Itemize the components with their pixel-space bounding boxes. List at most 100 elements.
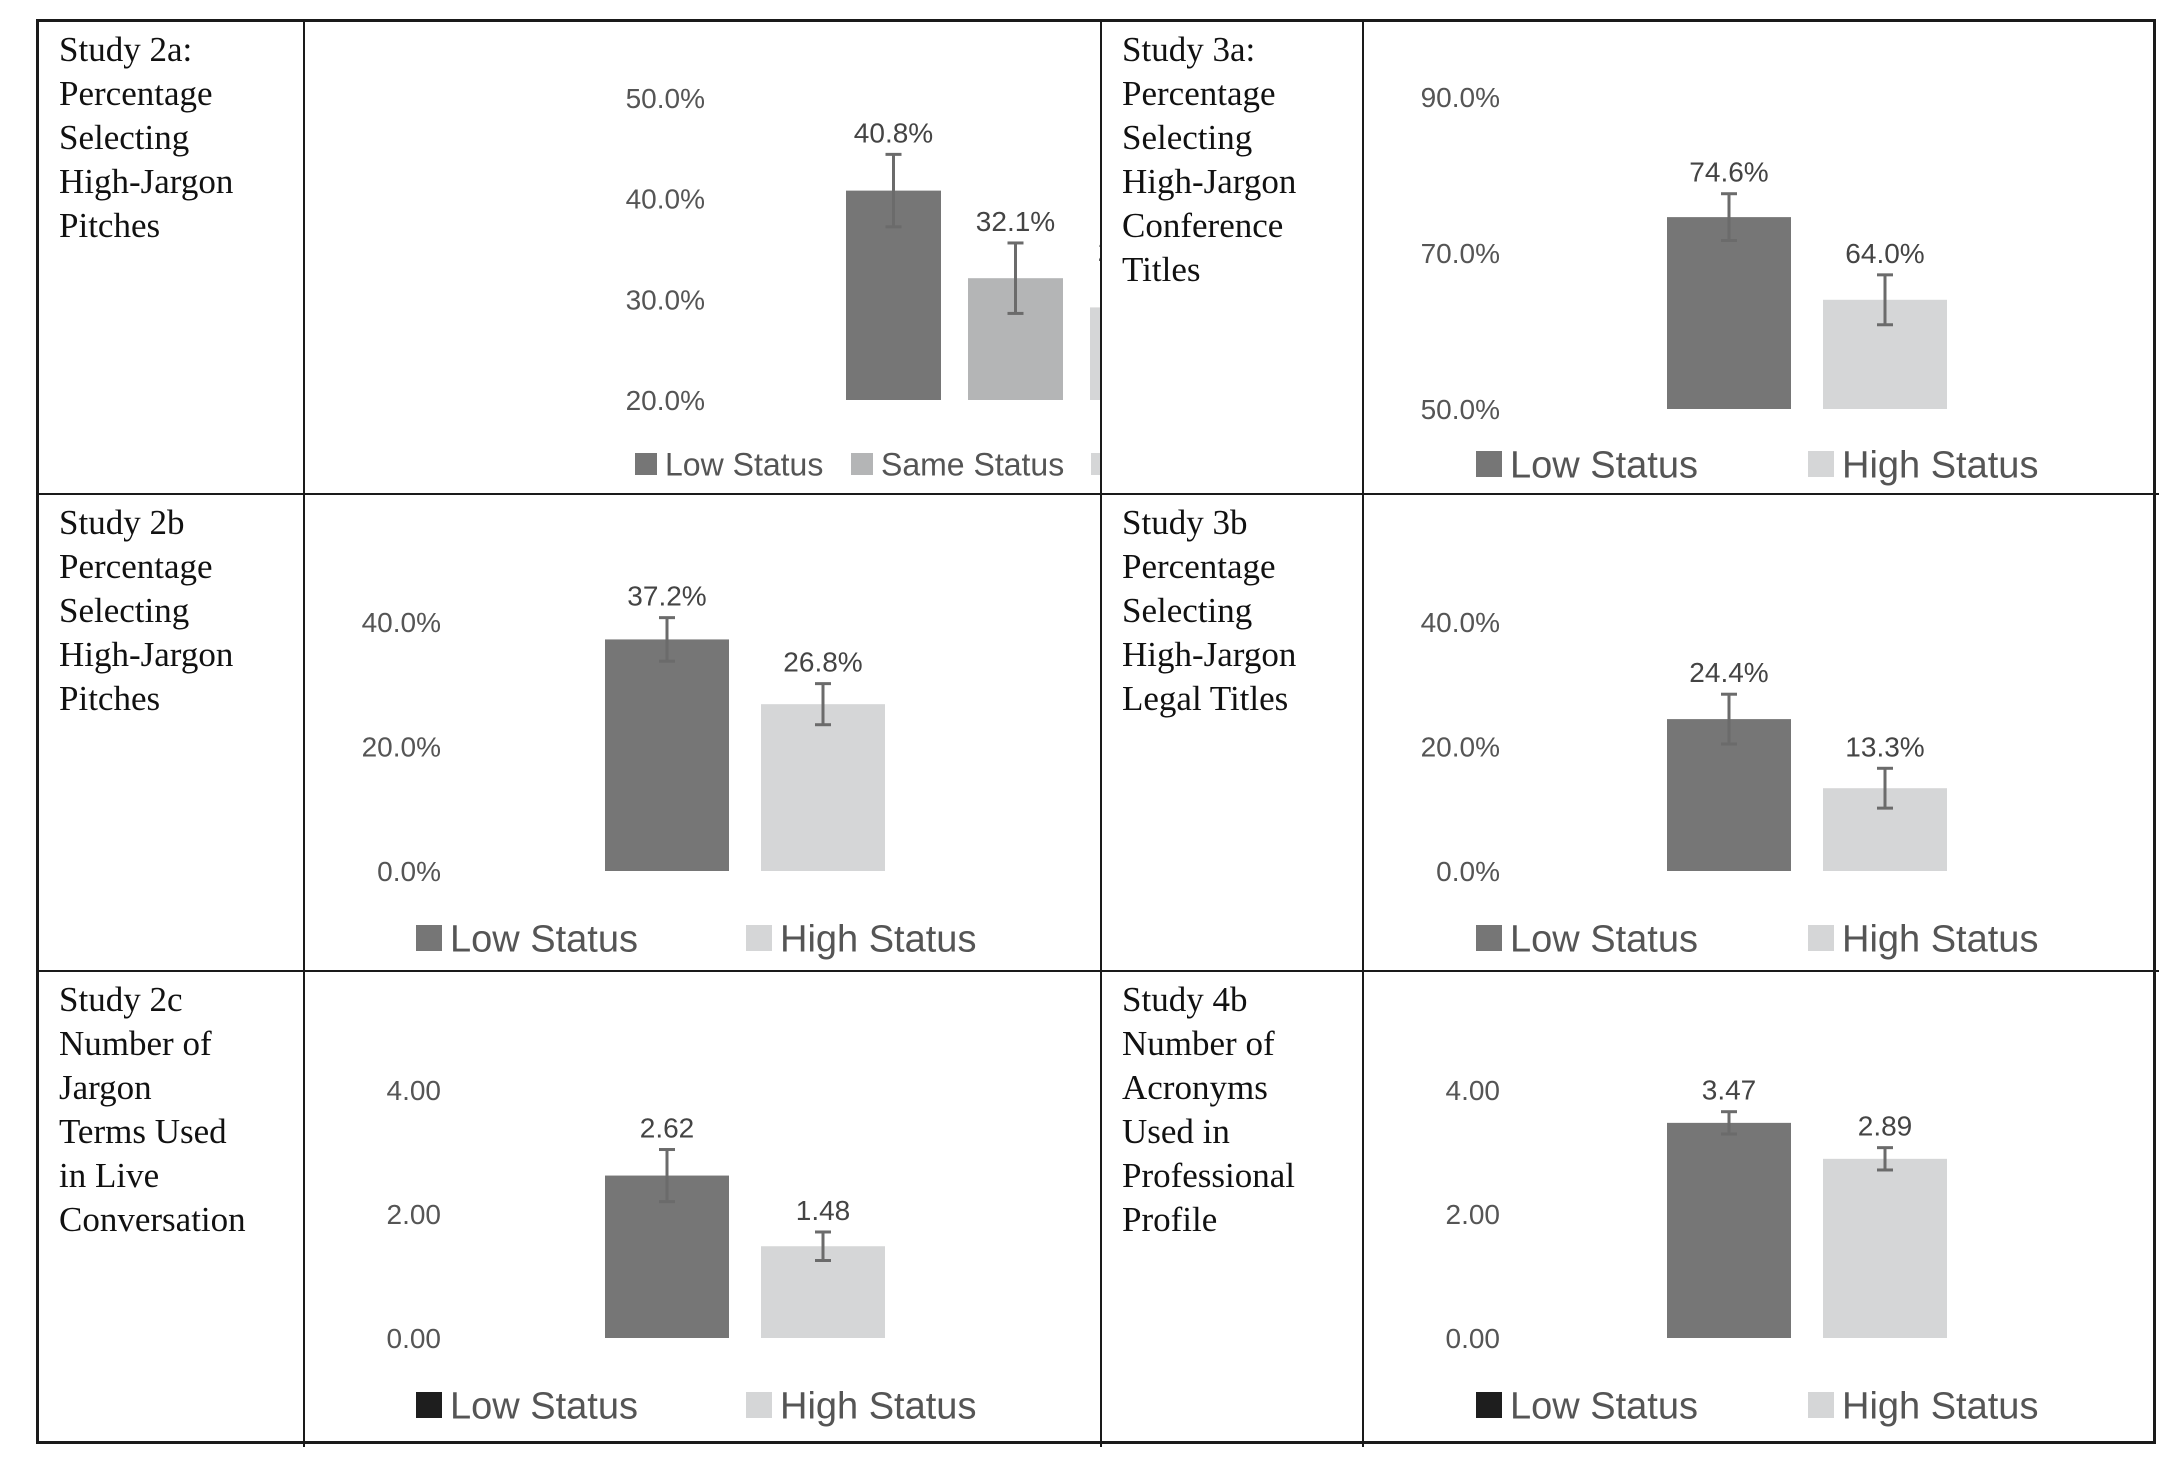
legend-label-high-status: High Status — [780, 919, 976, 961]
panel-label-line: Terms Used — [59, 1112, 227, 1151]
panel-label-line: Jargon — [59, 1068, 152, 1107]
legend-swatch-high-status — [1808, 1392, 1834, 1418]
legend-label-low-status: Low Status — [450, 1386, 638, 1428]
panel-label-line: Percentage — [1122, 547, 1276, 586]
panel-label-study-2a: Study 2a: Percentage Selecting High-Jargon P… — [39, 22, 305, 495]
value-label-high-status: 64.0% — [1845, 238, 1924, 269]
error-bar-low-status — [1721, 692, 1737, 746]
bar-low-status — [1667, 217, 1791, 409]
legend-swatch-low-status — [416, 925, 442, 951]
panel-label-line: Conversation — [59, 1200, 246, 1239]
panel-label-line: Titles — [1122, 250, 1201, 289]
panel-label-line: Profile — [1122, 1200, 1218, 1239]
legend-swatch-high-status — [1091, 453, 1100, 475]
panel-label-line: Professional — [1122, 1156, 1296, 1195]
panel-label-line: High-Jargon — [1122, 162, 1297, 201]
value-label-low-status: 37.2% — [627, 581, 706, 612]
y-tick-label: 70.0% — [1421, 238, 1500, 269]
panel-label-line: High-Jargon — [59, 162, 234, 201]
legend-swatch-high-status — [1808, 925, 1834, 951]
y-tick-label: 90.0% — [1421, 82, 1500, 113]
panel-label-line: Used in — [1122, 1112, 1230, 1151]
y-tick-label: 50.0% — [1421, 394, 1500, 425]
panel-label-line: Percentage — [1122, 74, 1276, 113]
error-bar-low-status — [659, 616, 675, 663]
error-bar-high-status — [1877, 766, 1893, 810]
y-tick-label: 20.0% — [626, 385, 705, 416]
panel-label-line: Selecting — [59, 118, 190, 157]
y-tick-label: 40.0% — [1421, 607, 1500, 638]
value-label-low-status: 74.6% — [1689, 157, 1768, 188]
panel-label-line: Study 3a: — [1122, 30, 1256, 69]
bar-high-status — [1090, 307, 1100, 400]
error-bar-low-status — [659, 1148, 675, 1204]
value-label-low-status: 3.47 — [1702, 1075, 1757, 1106]
y-tick-label: 0.0% — [377, 856, 441, 887]
y-tick-label: 4.00 — [387, 1075, 442, 1106]
y-tick-label: 0.0% — [1436, 856, 1500, 887]
panel-label-study-4b: Study 4b Number of Acronyms Used in Professi… — [1102, 972, 1364, 1447]
legend-label-low-status: Low Status — [665, 447, 823, 483]
value-label-low-status: 40.8% — [854, 117, 933, 148]
legend-swatch-high-status — [1808, 451, 1834, 477]
legend-swatch-high-status — [746, 1392, 772, 1418]
panel-label-line: Study 4b — [1122, 980, 1248, 1019]
value-label-high-status: 26.8% — [783, 647, 862, 678]
bar-high-status — [1823, 1158, 1947, 1338]
error-bar-high-status — [815, 1230, 831, 1262]
chart-study-2a: 20.0% 30.0% 40.0% 50.0% 40.8% 32.1% 29.2% Low S… — [305, 22, 1102, 495]
y-tick-label: 0.00 — [387, 1323, 442, 1354]
panel-label-line: Study 2c — [59, 980, 183, 1019]
value-label-high-status: 29.2% — [1098, 236, 1100, 267]
legend-swatch-low-status — [1476, 451, 1502, 477]
panel-label-line: High-Jargon — [59, 635, 234, 674]
panel-label-study-2c: Study 2c Number of Jargon Terms Used in Live… — [39, 972, 305, 1447]
bar-low-status — [1667, 1122, 1791, 1338]
chart-svg: 0.00 2.00 4.00 3.47 2.89 Low Status High Statu… — [1446, 1075, 2039, 1428]
legend-label-low-status: Low Status — [1510, 445, 1698, 487]
panel-label-line: Selecting — [1122, 118, 1253, 157]
legend-swatch-high-status — [746, 925, 772, 951]
y-tick-label: 2.00 — [1446, 1199, 1501, 1230]
y-tick-label: 20.0% — [1421, 732, 1500, 763]
bar-high-status — [761, 704, 885, 871]
panel-label-line: Study 3b — [1122, 503, 1248, 542]
y-tick-label: 20.0% — [362, 732, 441, 763]
error-bar-low-status — [1721, 1110, 1737, 1136]
error-bar-low-status — [1721, 192, 1737, 243]
y-tick-label: 50.0% — [626, 83, 705, 114]
panel-label-line: Number of — [59, 1024, 212, 1063]
legend-label-high-status: High Status — [780, 1386, 976, 1428]
chart-study-2b: 0.0% 20.0% 40.0% 37.2% 26.8% Low Status High S… — [305, 495, 1102, 972]
bar-low-status — [605, 639, 729, 871]
chart-svg: 20.0% 30.0% 40.0% 50.0% 40.8% 32.1% 29.2% Low S… — [626, 83, 1100, 483]
panel-label-line: Selecting — [59, 591, 190, 630]
legend-label-low-status: Low Status — [1510, 1386, 1698, 1428]
panel-label-line: High-Jargon — [1122, 635, 1297, 674]
panel-label-line: Number of — [1122, 1024, 1275, 1063]
value-label-low-status: 2.62 — [640, 1113, 695, 1144]
panel-label-line: Selecting — [1122, 591, 1253, 630]
y-tick-label: 0.00 — [1446, 1323, 1501, 1354]
legend-label-high-status: High Status — [1842, 1386, 2038, 1428]
legend-swatch-low-status — [1476, 1392, 1502, 1418]
error-bar-high-status — [1877, 1146, 1893, 1172]
panel-label-line: Percentage — [59, 74, 213, 113]
panel-label-study-3b: Study 3b Percentage Selecting High-Jargon Le… — [1102, 495, 1364, 972]
y-tick-label: 40.0% — [362, 607, 441, 638]
y-tick-label: 2.00 — [387, 1199, 442, 1230]
legend-label-same-status: Same Status — [881, 447, 1064, 483]
panel-label-line: Conference — [1122, 206, 1284, 245]
panel-label-line: Study 2a: — [59, 30, 193, 69]
legend-swatch-low-status — [635, 453, 657, 475]
error-bar-high-status — [1877, 273, 1893, 327]
value-label-same-status: 32.1% — [976, 206, 1055, 237]
chart-study-2c: 0.00 2.00 4.00 2.62 1.48 Low Status High Statu… — [305, 972, 1102, 1447]
error-bar-low-status — [885, 152, 902, 229]
panel-label-study-3a: Study 3a: Percentage Selecting High-Jargon C… — [1102, 22, 1364, 495]
error-bar-high-status — [815, 682, 831, 727]
legend-swatch-low-status — [1476, 925, 1502, 951]
panel-label-line: in Live — [59, 1156, 160, 1195]
legend-label-low-status: Low Status — [1510, 919, 1698, 961]
y-tick-label: 40.0% — [626, 184, 705, 215]
